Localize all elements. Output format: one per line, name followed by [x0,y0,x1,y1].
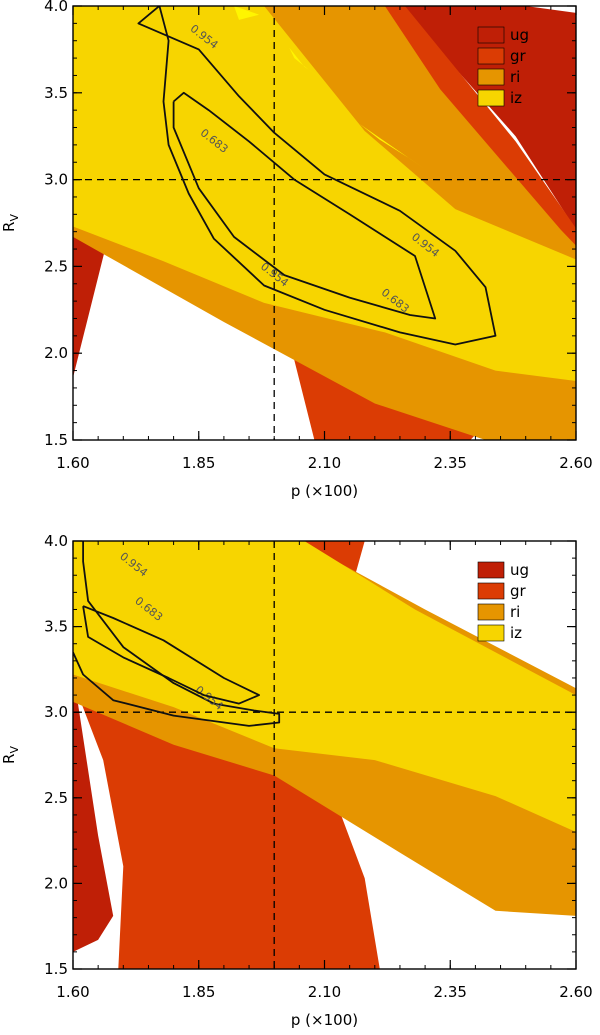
y-tick-label: 4.0 [44,0,68,15]
y-tick-label: 3.0 [44,703,68,721]
x-tick-label: 2.10 [308,983,341,1001]
legend-label-ug: ug [510,561,529,579]
x-tick-label: 2.60 [559,983,592,1001]
y-tick-label: 1.5 [44,431,68,449]
legend-swatch-iz [477,624,505,642]
band-iz [73,541,576,832]
x-tick-label: 2.60 [559,454,592,472]
y-tick-label: 3.0 [44,171,68,189]
y-tick-label: 2.0 [44,874,68,892]
x-tick-label: 2.35 [434,983,467,1001]
x-tick-label: 1.85 [182,454,215,472]
legend-swatch-gr [477,582,505,600]
x-tick-label: 1.60 [56,983,89,1001]
y-tick-label: 1.5 [44,960,68,978]
y-axis-label: RV [0,214,21,232]
legend-label-iz: iz [510,89,522,107]
contour-0683 [172,91,437,320]
legend-swatch-gr [477,47,505,65]
legend-label-ug: ug [510,26,529,44]
x-axis-label: p (×100) [291,1011,358,1029]
band-iz [73,6,576,381]
legend-swatch-iz [477,89,505,107]
contour-0954 [73,541,281,727]
x-tick-label: 1.85 [182,983,215,1001]
legend: ug gr ri iz [477,26,529,107]
legend-label-iz: iz [510,624,522,642]
legend-label-gr: gr [510,47,527,65]
legend-swatch-ug [477,26,505,44]
legend-swatch-ug [477,561,505,579]
contour-0954 [137,6,497,346]
x-axis-label: p (×100) [291,482,358,500]
contour-0683 [82,605,260,705]
legend-swatch-ri [477,68,505,86]
legend-label-gr: gr [510,582,527,600]
x-tick-label: 1.60 [56,454,89,472]
band-ug [73,671,114,952]
legend: ug gr ri iz [477,561,529,642]
band-ug [399,6,576,230]
y-tick-label: 2.5 [44,789,68,807]
legend-swatch-ri [477,603,505,621]
legend-label-ri: ri [510,603,520,621]
y-tick-label: 3.5 [44,84,68,102]
y-tick-label: 4.0 [44,532,68,550]
y-axis-label: RV [0,746,21,764]
x-tick-label: 2.10 [308,454,341,472]
y-tick-label: 2.5 [44,257,68,275]
y-tick-label: 2.0 [44,344,68,362]
x-tick-label: 2.35 [434,454,467,472]
y-tick-label: 3.5 [44,618,68,636]
legend-label-ri: ri [510,68,520,86]
band-peak [234,6,260,20]
